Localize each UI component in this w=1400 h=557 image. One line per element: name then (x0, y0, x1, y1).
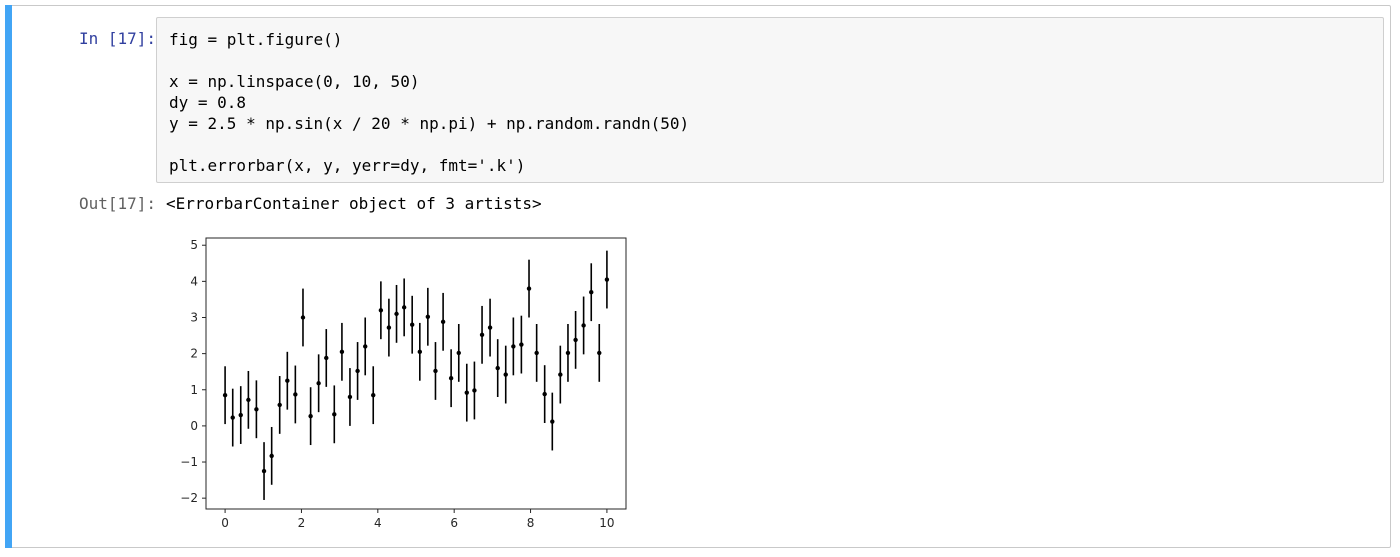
data-point (597, 350, 602, 356)
data-point (409, 322, 415, 327)
y-tick-label: −1 (180, 455, 198, 469)
data-point (269, 453, 274, 459)
data-point (293, 392, 298, 397)
data-point (495, 365, 500, 371)
data-point (526, 286, 532, 291)
code-line: x = np.linspace(0, 10, 50) (169, 72, 420, 91)
data-point (285, 378, 290, 383)
errorbar-plot: 0 2 4 6 8 10 −2 −1 0 1 2 3 4 5 (180, 237, 627, 530)
y-tick-label: −2 (180, 491, 198, 505)
data-point (440, 319, 446, 325)
output-text: <ErrorbarContainer object of 3 artists> (166, 194, 542, 213)
data-point (355, 368, 360, 374)
data-point (324, 355, 329, 361)
data-point (464, 390, 469, 395)
data-point (363, 344, 368, 349)
data-point (261, 468, 267, 474)
data-point (417, 349, 423, 355)
y-tick-label: 5 (190, 238, 198, 252)
data-point (511, 344, 516, 349)
data-point (378, 308, 384, 313)
code-editor[interactable]: fig = plt.figure() x = np.linspace(0, 10,… (156, 17, 1384, 183)
data-point (254, 407, 259, 412)
data-point (448, 375, 454, 381)
data-point (371, 392, 376, 398)
code-line: y = 2.5 * np.sin(x / 20 * np.pi) + np.ra… (169, 114, 690, 133)
cell-selection-bar (5, 5, 12, 548)
data-point (604, 277, 610, 282)
data-point (277, 402, 282, 408)
data-point (300, 315, 306, 320)
data-point (456, 350, 461, 356)
x-tick-label: 10 (599, 516, 614, 530)
code-line: plt.errorbar(x, y, yerr=dy, fmt='.k') (169, 156, 526, 175)
y-tick-label: 2 (190, 347, 198, 361)
x-tick-label: 8 (527, 516, 535, 530)
data-point (565, 350, 571, 356)
data-point (339, 349, 345, 355)
notebook-cell[interactable]: In [17]: fig = plt.figure() x = np.linspa… (5, 5, 1391, 548)
x-tick-label: 0 (221, 516, 229, 530)
data-point (487, 325, 493, 330)
data-point (542, 391, 547, 397)
x-tick-label: 4 (374, 516, 382, 530)
x-tick-label: 6 (450, 516, 458, 530)
data-point (558, 372, 563, 377)
y-tick-label: 4 (190, 274, 198, 288)
code-line: dy = 0.8 (169, 93, 247, 112)
y-tick-label: 0 (190, 419, 198, 433)
code-line (169, 50, 689, 71)
code-block[interactable]: fig = plt.figure() x = np.linspace(0, 10,… (169, 29, 689, 176)
data-point (332, 412, 337, 417)
data-point (347, 394, 353, 400)
data-point (316, 381, 321, 386)
data-point (222, 392, 228, 398)
input-prompt: In [17]: (78, 29, 156, 48)
data-point (581, 323, 586, 328)
data-point (589, 290, 594, 295)
data-point (472, 388, 477, 393)
output-prompt: Out[17]: (78, 194, 156, 213)
data-point (230, 415, 235, 420)
plot-axes-frame (205, 237, 627, 510)
data-point (433, 368, 438, 374)
x-tick-label: 2 (298, 516, 306, 530)
data-point (534, 350, 539, 356)
data-point (425, 314, 431, 319)
data-point (308, 413, 313, 419)
data-point (550, 419, 555, 424)
data-point (519, 342, 524, 347)
data-point (386, 325, 392, 330)
data-point (479, 332, 485, 338)
data-point (573, 337, 578, 343)
data-point (503, 372, 508, 377)
data-point (394, 311, 399, 317)
code-line (169, 134, 689, 155)
code-line: fig = plt.figure() (169, 30, 343, 49)
data-point (246, 397, 251, 403)
y-tick-label: 1 (190, 383, 198, 397)
data-point (238, 412, 243, 418)
y-tick-label: 3 (190, 310, 198, 324)
data-point (401, 305, 407, 310)
